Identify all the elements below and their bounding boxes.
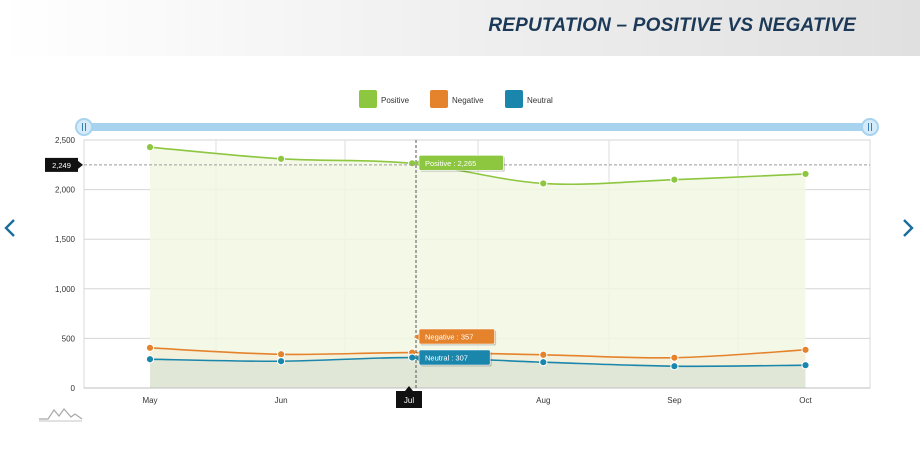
x-tick-label: Oct bbox=[799, 396, 812, 405]
point-negative-aug[interactable] bbox=[539, 350, 548, 359]
tooltip-text: Positive : 2,265 bbox=[425, 159, 476, 168]
x-tick-label: Jun bbox=[275, 396, 288, 405]
previous-slide-button[interactable] bbox=[0, 216, 20, 240]
point-negative-jun[interactable] bbox=[277, 350, 286, 359]
legend-item-neutral[interactable]: Neutral bbox=[505, 90, 553, 108]
x-tick-label: Aug bbox=[536, 396, 550, 405]
y-tick-label: 1,500 bbox=[55, 235, 76, 244]
legend-label: Negative bbox=[452, 96, 484, 105]
point-positive-sep[interactable] bbox=[670, 175, 679, 184]
crosshair-y-label: 2,249 bbox=[45, 157, 83, 172]
y-tick-label: 2,500 bbox=[55, 136, 76, 145]
line-positive bbox=[149, 146, 806, 186]
tooltip-text: Neutral : 307 bbox=[425, 354, 468, 363]
point-negative-oct[interactable] bbox=[801, 345, 810, 354]
legend-item-positive[interactable]: Positive bbox=[359, 90, 410, 108]
point-neutral-may[interactable] bbox=[145, 355, 155, 364]
tooltip-positive: Positive : 2,265 bbox=[414, 155, 505, 172]
x-tick-label: Sep bbox=[667, 396, 682, 405]
scroller-track bbox=[84, 123, 870, 131]
next-slide-button[interactable] bbox=[898, 216, 918, 240]
y-tick-label: 1,000 bbox=[55, 285, 76, 294]
legend-label: Positive bbox=[381, 96, 410, 105]
point-neutral-jun[interactable] bbox=[277, 357, 286, 366]
scroller-handle-right[interactable] bbox=[861, 118, 879, 136]
point-neutral-sep[interactable] bbox=[670, 362, 679, 371]
tooltip-negative: Negative : 357 bbox=[414, 328, 497, 346]
header-band bbox=[0, 0, 920, 56]
legend-label: Neutral bbox=[527, 96, 553, 105]
tooltip-text: Negative : 357 bbox=[425, 333, 473, 342]
chevron-right-icon bbox=[903, 219, 914, 237]
y-tick-label: 500 bbox=[62, 334, 76, 343]
point-neutral-jul[interactable] bbox=[408, 353, 417, 362]
chevron-left-icon bbox=[4, 219, 15, 237]
x-tick-label-active: Jul bbox=[404, 396, 414, 405]
point-positive-oct[interactable] bbox=[801, 169, 810, 179]
scroller-handle-left[interactable] bbox=[75, 118, 93, 136]
legend-swatch bbox=[430, 90, 448, 108]
crosshair-y-value: 2,249 bbox=[52, 161, 71, 170]
legend-swatch bbox=[505, 90, 523, 108]
legend-swatch bbox=[359, 90, 377, 108]
page-title: REPUTATION – POSITIVE VS NEGATIVE bbox=[488, 15, 856, 36]
y-tick-label: 0 bbox=[71, 384, 76, 393]
point-positive-aug[interactable] bbox=[539, 179, 548, 188]
area-neutral bbox=[150, 357, 806, 388]
x-tick-label: May bbox=[142, 396, 157, 405]
tooltip-neutral: Neutral : 307 bbox=[414, 349, 492, 367]
crosshair-x-label: Jul bbox=[396, 386, 422, 408]
point-positive-may[interactable] bbox=[145, 143, 155, 152]
point-negative-sep[interactable] bbox=[670, 353, 679, 362]
range-scroller[interactable] bbox=[75, 118, 879, 136]
point-neutral-aug[interactable] bbox=[539, 358, 548, 367]
logo-mountain-icon bbox=[39, 408, 83, 422]
area-positive bbox=[150, 147, 806, 388]
point-positive-jun[interactable] bbox=[277, 154, 286, 163]
legend-item-negative[interactable]: Negative bbox=[430, 90, 484, 108]
point-neutral-oct[interactable] bbox=[801, 361, 810, 370]
y-tick-label: 2,000 bbox=[55, 186, 76, 195]
point-negative-may[interactable] bbox=[145, 343, 155, 352]
